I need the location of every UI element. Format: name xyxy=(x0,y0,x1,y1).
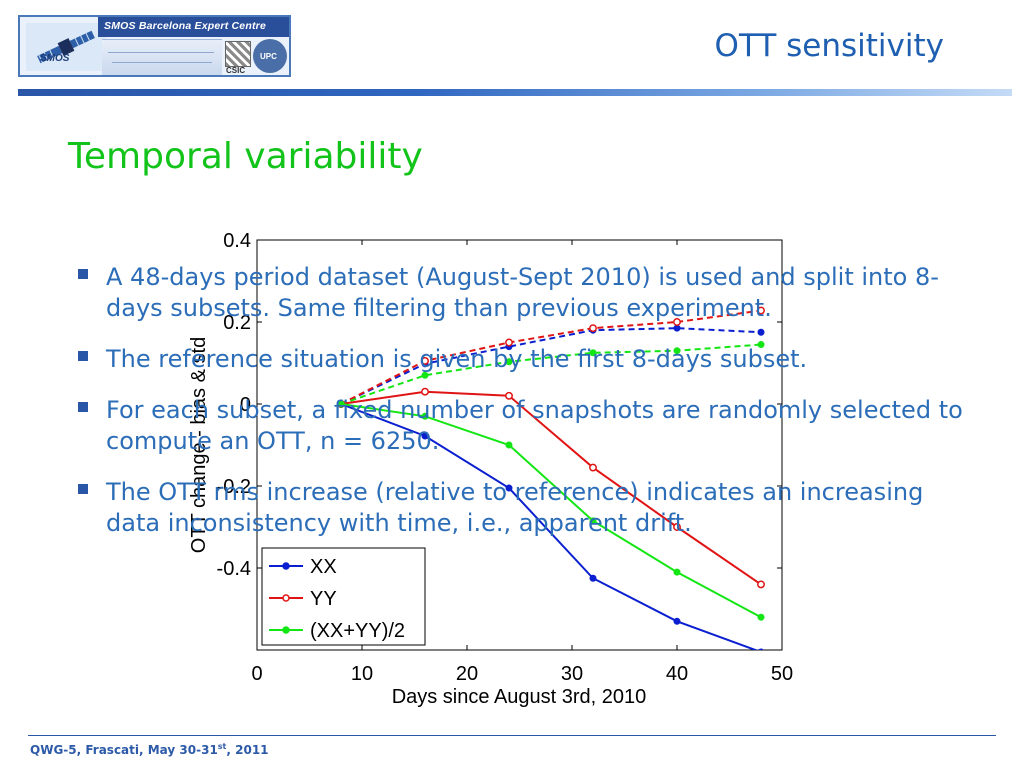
x-tick-label: 50 xyxy=(771,663,793,685)
series-point xyxy=(505,441,513,449)
legend-label: (XX+YY)/2 xyxy=(310,620,405,642)
series-point xyxy=(421,432,429,440)
bullet-list: A 48-days period dataset (August-Sept 20… xyxy=(76,262,976,559)
series-line xyxy=(340,403,759,650)
series-line xyxy=(340,390,762,586)
csic-logo-icon xyxy=(225,41,251,67)
bullet-item: The OTT rms increase (relative to refere… xyxy=(76,477,976,539)
square-bullet-icon xyxy=(78,351,88,361)
y-tick-label: 0 xyxy=(240,394,251,416)
building-image xyxy=(102,39,222,75)
legend-marker xyxy=(282,626,290,634)
series-point xyxy=(758,648,764,650)
series-point xyxy=(589,349,597,357)
series-line xyxy=(340,403,762,619)
legend-label: YY xyxy=(310,588,337,610)
series-line-dashed xyxy=(340,309,762,405)
bullet-item: A 48-days period dataset (August-Sept 20… xyxy=(76,262,976,324)
series-point xyxy=(673,347,681,355)
upc-label: UPC xyxy=(260,52,277,61)
square-bullet-icon xyxy=(78,402,88,412)
satellite-icon xyxy=(26,23,106,71)
header-divider xyxy=(18,89,1012,96)
series-point xyxy=(589,574,597,582)
series-point xyxy=(337,400,345,408)
series-line-dashed xyxy=(340,327,762,405)
x-tick-label: 30 xyxy=(561,663,583,685)
upc-logo-icon xyxy=(253,39,287,73)
y-axis-label: OTT change - bias & std xyxy=(188,337,210,553)
logo-smos-label: SMOS xyxy=(40,53,70,64)
series-point xyxy=(505,358,513,366)
series-point xyxy=(757,580,765,589)
page-title: OTT sensitivity xyxy=(714,28,944,64)
bullet-text: A 48-days period dataset (August-Sept 20… xyxy=(106,263,939,322)
footer-divider xyxy=(28,735,996,736)
bullet-item: The reference situation is given by the … xyxy=(76,344,976,375)
bullet-text: The OTT rms increase (relative to refere… xyxy=(106,478,924,537)
bullet-text: The reference situation is given by the … xyxy=(106,345,808,373)
series-point xyxy=(505,484,513,492)
footer-sup: st xyxy=(217,742,227,751)
series-line-dashed xyxy=(340,343,762,405)
x-tick-label: 0 xyxy=(251,663,262,685)
series-point xyxy=(589,517,597,525)
series-point xyxy=(421,371,429,379)
series-point xyxy=(505,391,513,400)
series-point xyxy=(673,318,681,326)
logo-title-bar xyxy=(98,17,289,37)
y-tick-label: -0.4 xyxy=(217,558,251,580)
series-point xyxy=(757,341,765,349)
footer-year: , 2011 xyxy=(226,743,269,757)
y-tick-label: 0.2 xyxy=(223,312,251,334)
square-bullet-icon xyxy=(78,269,88,279)
series-point xyxy=(421,387,429,396)
y-tick-label: 0.4 xyxy=(223,230,251,252)
series-point xyxy=(673,568,681,576)
footer-text: QWG-5, Frascati, May 30-31st, 2011 xyxy=(30,742,269,757)
logo-title: SMOS Barcelona Expert Centre xyxy=(104,20,266,32)
series-point xyxy=(589,463,597,472)
series-point xyxy=(757,306,765,315)
series-point xyxy=(673,523,681,531)
x-tick-label: 20 xyxy=(456,663,478,685)
square-bullet-icon xyxy=(78,484,88,494)
slide-heading: Temporal variability xyxy=(68,136,423,177)
legend-marker xyxy=(282,562,290,570)
series-point xyxy=(757,328,765,336)
series-point xyxy=(673,617,681,625)
x-tick-label: 10 xyxy=(351,663,373,685)
series-point xyxy=(757,613,765,621)
y-tick-label: -0.2 xyxy=(217,476,251,498)
smos-bec-logo: SMOS SMOS Barcelona Expert Centre CSIC U… xyxy=(18,15,291,77)
csic-label: CSIC xyxy=(226,66,246,75)
x-tick-label: 40 xyxy=(666,663,688,685)
series-point xyxy=(421,357,429,365)
x-axis-label: Days since August 3rd, 2010 xyxy=(392,686,647,708)
series-point xyxy=(589,324,597,333)
bullet-text: For each subset, a fixed number of snaps… xyxy=(106,396,963,455)
legend-label: XX xyxy=(310,556,337,578)
legend-marker xyxy=(282,594,290,602)
bullet-item: For each subset, a fixed number of snaps… xyxy=(76,395,976,457)
footer-event: QWG-5, Frascati, May 30-31 xyxy=(30,743,218,757)
series-point xyxy=(505,338,513,347)
series-point xyxy=(421,412,429,420)
